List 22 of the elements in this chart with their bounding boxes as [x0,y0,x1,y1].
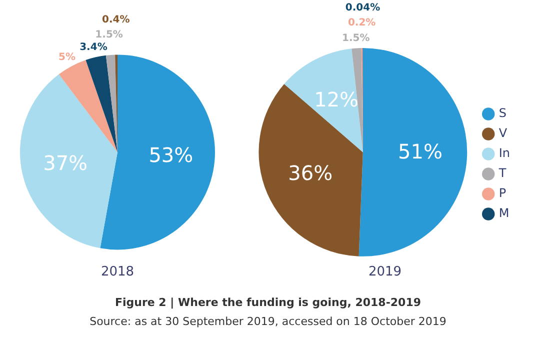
data-label: 12% [314,88,359,112]
data-label: 1.5% [342,32,370,44]
data-label: 0.4% [102,14,130,26]
data-label: 0.04% [345,2,380,14]
legend-label: M [498,206,510,220]
text: 2019 [368,264,402,280]
data-label: 36% [288,161,333,186]
caption: Figure 2 | Where the funding is going, 2018-2019 [114,296,422,309]
data-label: 1.5% [95,30,123,41]
data-label: 53% [148,143,194,168]
legend-label: T [498,166,507,180]
legend-label: P [498,186,506,200]
data-label: 0.2% [348,18,376,29]
data-label: 3.4% [80,42,108,54]
source-note: Source: as at 30 September 2019, accessed on 18 October 2019 [88,315,448,328]
data-label: 5% [58,52,76,63]
legend-label: V [498,126,508,140]
legend-label: In [498,146,510,160]
legend-label: S [498,106,506,120]
data-label: 37% [43,150,88,175]
data-label: 51% [398,140,442,164]
text: 2018 [100,264,134,280]
